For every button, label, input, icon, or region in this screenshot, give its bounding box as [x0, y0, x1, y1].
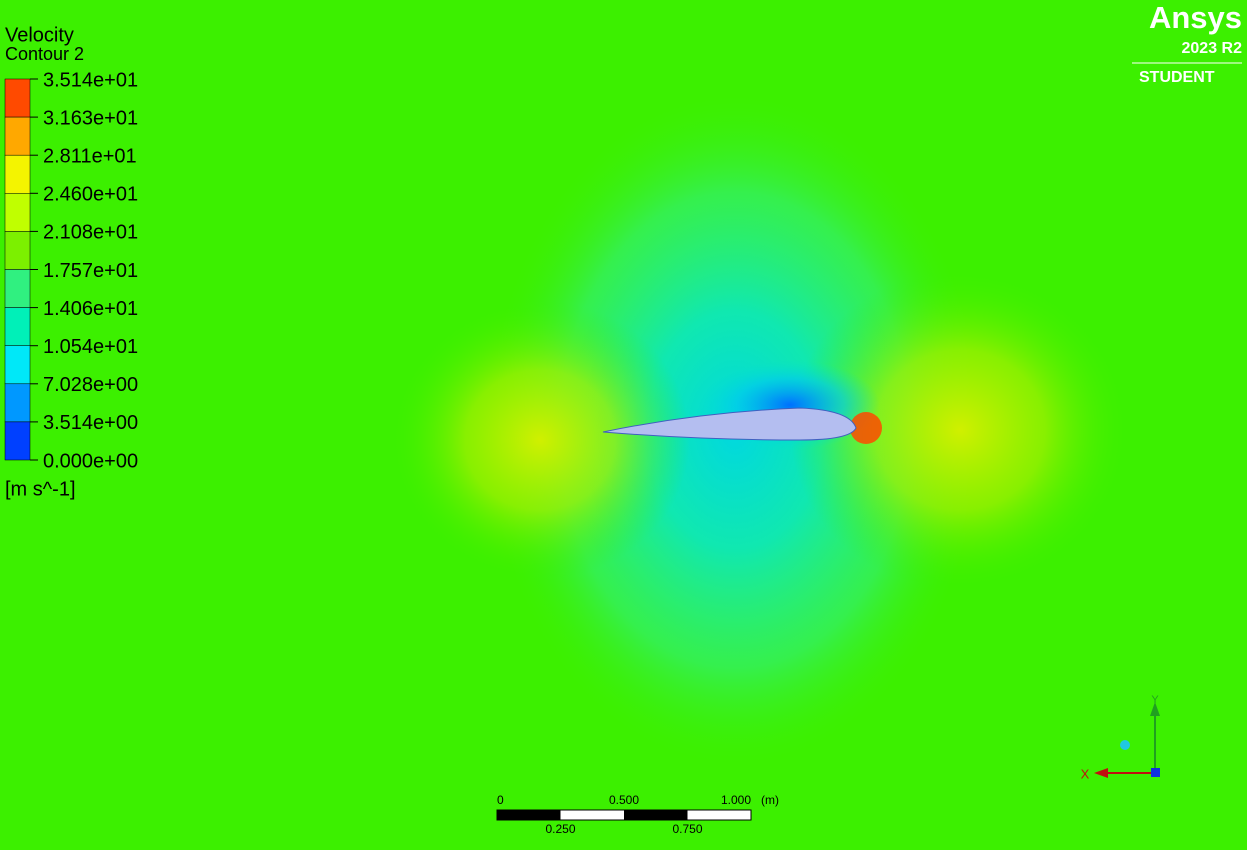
scale-bar: [496, 809, 752, 821]
legend-band: [4, 193, 31, 232]
triad-y: Y: [1151, 694, 1159, 706]
logo-edition: STUDENT: [1139, 69, 1215, 86]
legend-level: 3.163e+01: [43, 107, 138, 129]
scale-label: 1.000: [721, 793, 751, 807]
legend-band: [4, 421, 31, 461]
legend-band: [4, 231, 31, 270]
scale-unit: (m): [761, 793, 779, 807]
logo-brand: Ansys: [1149, 0, 1242, 35]
legend-band: [4, 269, 31, 308]
legend-band: [4, 78, 31, 118]
legend-level: 7.028e+00: [43, 374, 138, 396]
legend-level: 1.757e+01: [43, 260, 138, 282]
legend-level: 1.406e+01: [43, 298, 138, 320]
scale-label: 0.500: [609, 793, 639, 807]
legend-band: [4, 154, 31, 194]
legend-unit: [m s^-1]: [5, 478, 76, 500]
scale-label: 0.750: [672, 822, 702, 836]
triad-x: X: [1081, 766, 1090, 781]
legend-level: 1.054e+01: [43, 336, 138, 358]
flow-field: [390, 90, 1130, 770]
scale-label: 0.250: [545, 822, 575, 836]
legend-band: [4, 116, 31, 156]
airfoil: [602, 407, 857, 441]
legend-level: 0.000e+00: [43, 450, 138, 472]
legend-subtitle: Contour 2: [5, 44, 84, 64]
legend-band: [4, 345, 31, 385]
axis-triad: Y X: [1081, 694, 1160, 781]
scale-label: 0: [497, 793, 504, 807]
logo-version: 2023 R2: [1182, 40, 1243, 57]
legend-level: 3.514e+00: [43, 412, 138, 434]
legend-band: [4, 383, 31, 423]
legend-band: [4, 307, 31, 346]
legend-level: 2.811e+01: [43, 145, 137, 167]
legend-level: 2.108e+01: [43, 222, 138, 244]
legend-title: Velocity: [5, 24, 74, 46]
legend: 3.514e+01 3.163e+01 2.811e+01 2.460e+01 2.10…: [4, 69, 138, 472]
legend-level: 3.514e+01: [43, 69, 138, 91]
legend-level: 2.460e+01: [43, 184, 138, 206]
